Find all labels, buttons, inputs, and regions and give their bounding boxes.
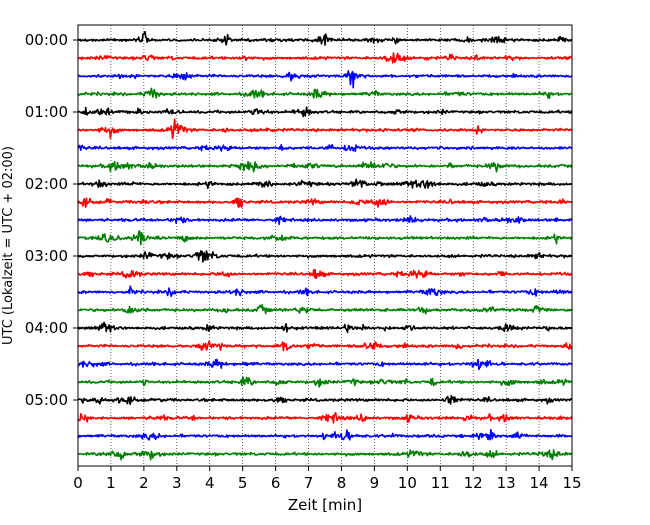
x-tick-label-8: 8 (337, 474, 347, 492)
x-tick-label-0: 0 (73, 474, 83, 492)
trace-0230 (77, 215, 573, 226)
trace-0415 (77, 340, 573, 352)
y-tick-label-4: 04:00 (25, 319, 68, 337)
trace-0015 (77, 52, 573, 64)
trace-0030 (77, 70, 573, 89)
y-tick-label-2: 02:00 (25, 175, 68, 193)
trace-0430 (77, 358, 573, 371)
x-tick-label-6: 6 (271, 474, 281, 492)
x-tick-label-13: 13 (497, 474, 516, 492)
y-tick-label-3: 03:00 (25, 247, 68, 265)
trace-0115 (77, 118, 573, 140)
trace-0200 (77, 178, 573, 190)
x-tick-label-4: 4 (205, 474, 215, 492)
y-axis-label: UTC (Lokalzeit = UTC + 02:00) (1, 146, 16, 345)
trace-0300 (77, 250, 573, 263)
trace-0130 (77, 143, 573, 152)
x-tick-label-2: 2 (139, 474, 149, 492)
x-tick-label-11: 11 (431, 474, 450, 492)
x-tick-label-10: 10 (398, 474, 417, 492)
x-tick-label-12: 12 (464, 474, 483, 492)
x-axis-ticks: 0 1 2 3 4 5 6 7 8 9 10 11 12 13 14 15 (73, 466, 582, 492)
trace-0245 (77, 230, 573, 246)
trace-0500 (77, 394, 573, 406)
x-tick-label-1: 1 (106, 474, 116, 492)
y-tick-label-1: 01:00 (25, 103, 68, 121)
trace-0330 (77, 285, 573, 298)
trace-0000 (77, 30, 573, 46)
x-tick-label-9: 9 (370, 474, 380, 492)
trace-0315 (77, 268, 573, 280)
y-axis-ticks: 00:00 01:00 02:00 03:00 04:00 05:00 (25, 31, 78, 409)
x-tick-label-7: 7 (304, 474, 314, 492)
y-tick-label-0: 00:00 (25, 31, 68, 49)
trace-0400 (77, 321, 573, 334)
x-axis-label: Zeit [min] (288, 496, 362, 514)
trace-0545 (77, 449, 573, 461)
trace-0345 (77, 304, 573, 315)
trace-group (77, 30, 573, 461)
x-tick-label-14: 14 (530, 474, 549, 492)
x-tick-label-3: 3 (172, 474, 182, 492)
x-tick-label-5: 5 (238, 474, 248, 492)
trace-0100 (77, 106, 573, 118)
y-tick-label-5: 05:00 (25, 391, 68, 409)
trace-0515 (77, 411, 573, 424)
trace-0215 (77, 197, 573, 208)
x-tick-label-15: 15 (562, 474, 581, 492)
trace-0045 (77, 87, 573, 99)
axes-frame (77, 24, 573, 467)
trace-0145 (77, 160, 573, 173)
trace-0445 (77, 376, 573, 388)
trace-0530 (77, 428, 573, 441)
